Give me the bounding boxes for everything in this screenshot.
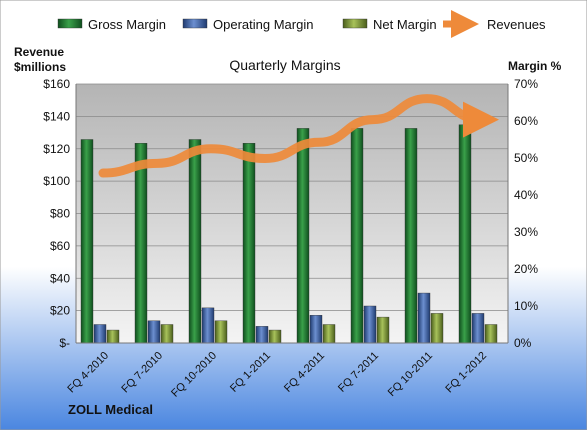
y-right-tick-label: 70%	[514, 77, 538, 91]
y-axis-right-label: Margin %	[508, 59, 562, 73]
gross-margin-bar	[458, 124, 472, 344]
net-margin-bar	[106, 329, 120, 344]
y-left-tick-label: $100	[43, 174, 70, 188]
y-left-tick-label: $-	[59, 336, 70, 350]
gross-margin-bar	[242, 142, 256, 344]
y-right-tick-label: 60%	[514, 114, 538, 128]
legend-swatch	[182, 18, 208, 29]
gross-margin-bar	[350, 128, 364, 344]
y-left-tick-label: $160	[43, 77, 70, 91]
legend-label: Revenues	[487, 17, 546, 32]
chart-title: Quarterly Margins	[229, 57, 340, 73]
legend-swatch	[57, 18, 83, 29]
operating-margin-bar	[363, 305, 377, 344]
y-axis-left-label-line: Revenue	[14, 45, 64, 59]
y-right-tick-label: 30%	[514, 225, 538, 239]
operating-margin-bar	[201, 307, 215, 344]
legend-swatch	[342, 18, 368, 29]
net-margin-bar	[268, 329, 282, 344]
legend: Gross Margin Operating Margin Net Margin Re…	[57, 10, 546, 38]
gross-margin-bar	[188, 139, 202, 344]
y-right-tick-label: 40%	[514, 188, 538, 202]
legend-label: Net Margin	[373, 17, 437, 32]
net-margin-bar	[160, 324, 174, 344]
y-left-tick-label: $120	[43, 142, 70, 156]
y-axis-left-label: Revenue $millions	[14, 45, 66, 74]
operating-margin-bar	[309, 315, 323, 344]
y-left-tick-label: $80	[50, 207, 70, 221]
y-left-tick-label: $60	[50, 239, 70, 253]
y-right-tick-label: 10%	[514, 299, 538, 313]
y-left-tick-label: $40	[50, 271, 70, 285]
gross-margin-bar	[80, 139, 94, 344]
y-left-tick-label: $20	[50, 304, 70, 318]
revenue-line-path	[98, 94, 499, 178]
footer-company: ZOLL Medical	[68, 402, 153, 417]
gross-margin-bar	[134, 142, 148, 344]
gross-margin-bar	[404, 128, 418, 344]
net-margin-bar	[376, 316, 390, 344]
y-axis-right-ticks: 0% 10% 20% 30% 40% 50% 60% 70%	[514, 77, 538, 350]
operating-margin-bar	[255, 326, 269, 344]
net-margin-bar	[322, 324, 336, 344]
gridlines	[76, 83, 508, 312]
y-left-tick-label: $140	[43, 109, 70, 123]
bar-series	[80, 124, 498, 344]
y-right-tick-label: 0%	[514, 336, 532, 350]
legend-label: Gross Margin	[88, 17, 166, 32]
y-axis-left-label-line: $millions	[14, 60, 66, 74]
revenue-line	[98, 94, 499, 178]
operating-margin-bar	[147, 320, 161, 344]
y-right-tick-label: 20%	[514, 262, 538, 276]
net-margin-bar	[214, 320, 228, 344]
net-margin-bar	[484, 324, 498, 344]
gross-margin-bar	[296, 128, 310, 344]
y-right-tick-label: 50%	[514, 151, 538, 165]
y-axis-left-ticks: $- $20 $40 $60 $80 $100 $120 $140 $160	[43, 77, 70, 350]
operating-margin-bar	[471, 313, 485, 344]
operating-margin-bar	[417, 292, 431, 344]
net-margin-bar	[430, 313, 444, 344]
operating-margin-bar	[93, 324, 107, 344]
legend-label: Operating Margin	[213, 17, 313, 32]
